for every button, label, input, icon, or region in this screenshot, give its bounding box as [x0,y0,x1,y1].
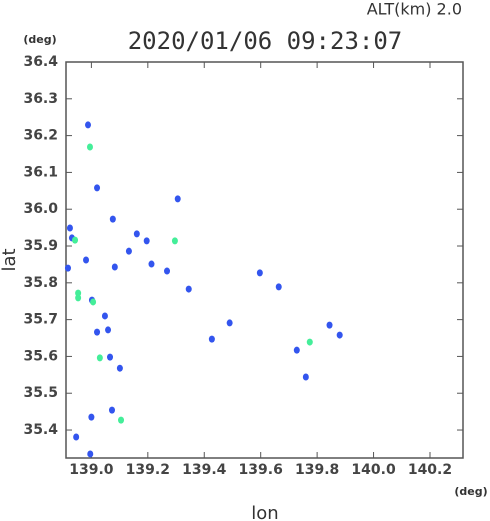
echo-point [336,331,343,339]
echo-point [94,184,101,192]
echo-point [116,364,123,372]
echo-point [143,237,150,245]
y-axis-title: lat [0,248,20,271]
x-tick-label: 139.8 [295,462,339,478]
echo-point [108,406,115,414]
echo-point [171,237,178,245]
echo-point [174,195,181,203]
echo-point [109,215,116,223]
x-axis-title: lon [251,503,278,521]
echo-point [293,346,300,354]
echo-point [83,256,90,264]
echo-point [302,373,309,381]
echo-point [72,236,79,244]
echo-point [94,328,101,336]
echo-point [111,263,118,271]
y-tick-label: 35.4 [23,422,58,438]
echo-point [306,338,313,346]
echo-point [148,260,155,268]
echo-point [86,143,93,151]
echo-point [107,353,114,361]
echo-point [185,285,192,293]
echo-point [208,335,215,343]
echo-point [133,230,140,238]
echo-point [64,264,71,272]
x-unit: (deg) [454,485,487,498]
y-tick-label: 35.7 [23,312,58,328]
y-tick-label: 35.6 [23,348,58,364]
altitude-label: ALT(km) 2.0 [367,0,462,19]
echo-point [96,354,103,362]
y-tick-label: 36.0 [23,201,58,217]
plot-frame [65,61,464,459]
chart-title: 2020/01/06 09:23:07 [128,27,403,55]
x-tick-label: 139.4 [182,462,227,478]
echo-point [66,224,73,232]
echo-point [75,294,82,302]
x-tick-label: 139.0 [69,462,114,478]
echo-point [105,326,112,334]
x-tick-label: 140.2 [408,462,452,478]
echo-point [75,289,82,297]
echo-point [87,450,94,458]
echo-point [73,433,80,441]
x-tick-label: 139.2 [126,462,170,478]
y-tick-label: 35.8 [23,275,58,291]
echo-point [226,319,233,327]
y-tick-label: 35.5 [23,385,58,401]
echo-point [85,121,92,129]
y-unit: (deg) [23,33,56,46]
echo-point [101,312,108,320]
echo-point [275,283,282,291]
x-tick-label: 140.0 [351,462,396,478]
x-tick-label: 139.6 [239,462,283,478]
echo-point [164,267,171,275]
y-tick-label: 36.2 [23,128,58,144]
echo-point [90,298,97,306]
echo-point [326,321,333,329]
echo-point [256,269,263,277]
y-tick-label: 36.3 [23,91,58,107]
y-tick-label: 36.4 [23,54,58,70]
echo-point [125,247,132,255]
y-tick-label: 35.9 [23,238,58,254]
echo-point [118,416,125,424]
echo-point [88,413,95,421]
y-tick-label: 36.1 [23,164,58,180]
